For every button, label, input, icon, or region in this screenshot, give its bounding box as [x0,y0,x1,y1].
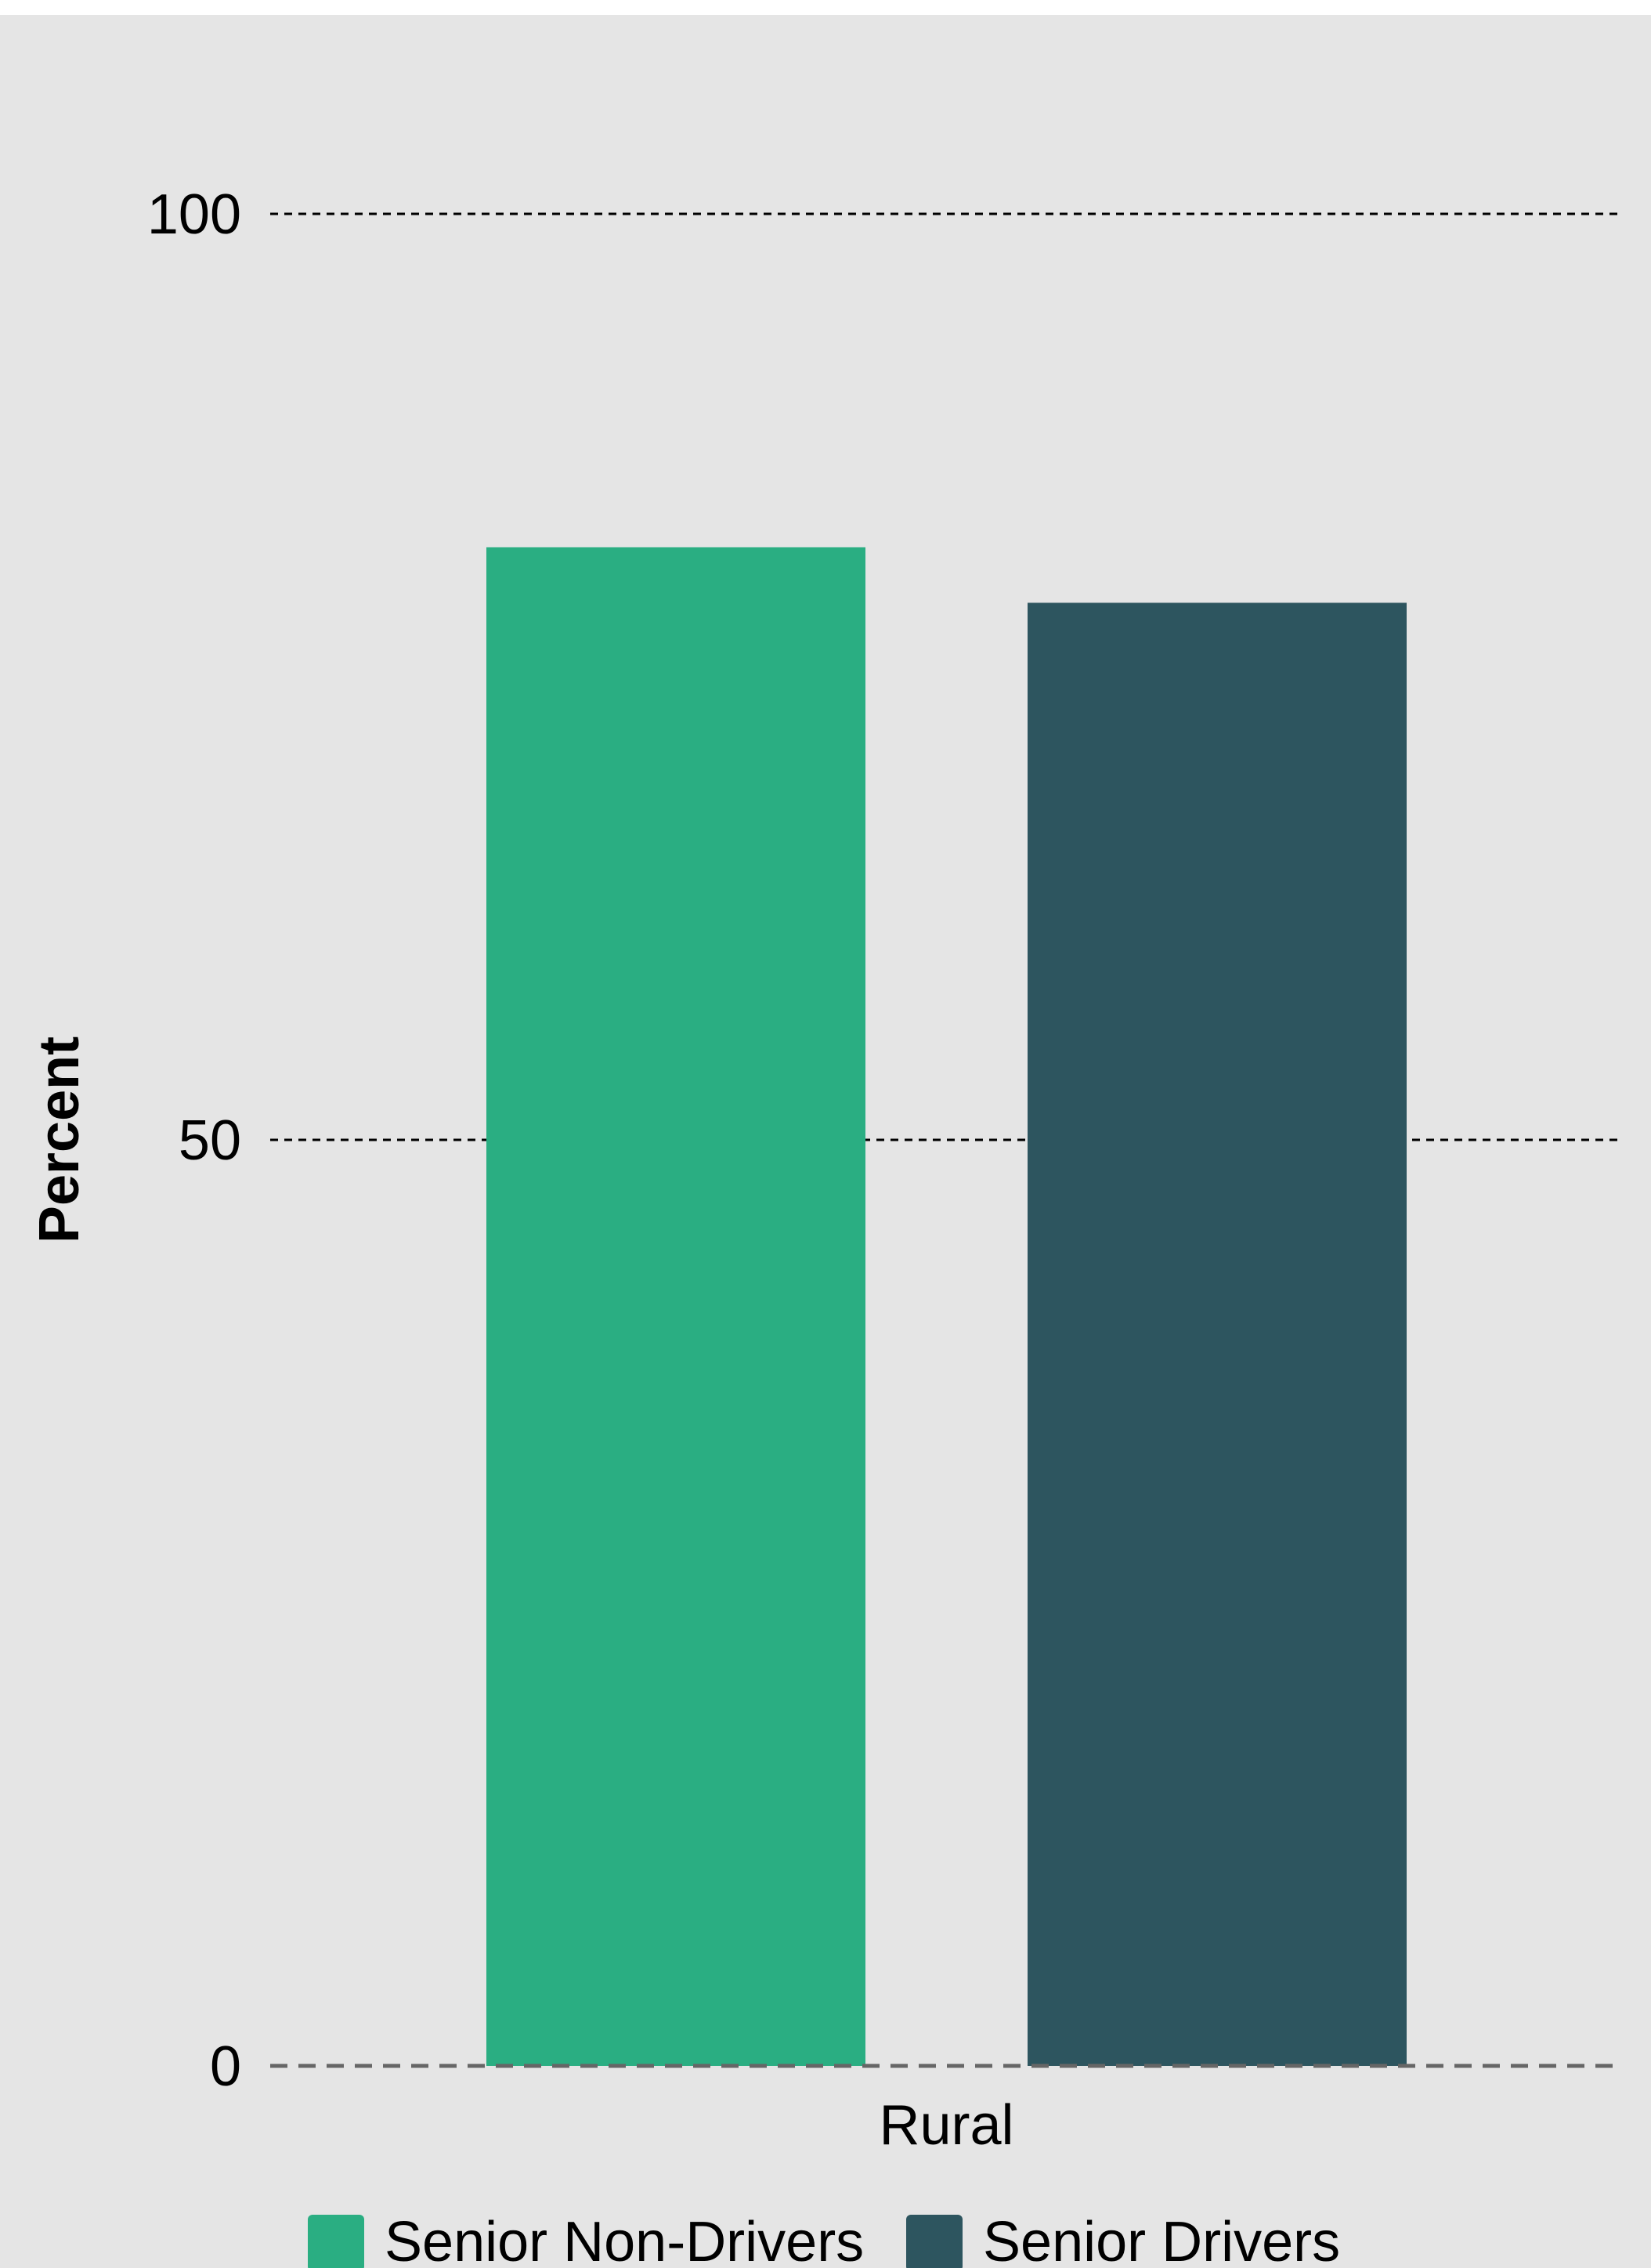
bar-senior-drivers-rural [1028,602,1407,2067]
legend-label-senior-non-drivers: Senior Non-Drivers [385,2211,864,2268]
bar-senior-non-drivers-rural [486,547,865,2066]
legend-swatch-senior-drivers [906,2215,963,2268]
y-tick-label-50: 50 [179,1109,241,1172]
y-axis-ticks: 0 50 100 [147,183,241,2098]
y-axis-title: Percent [28,1036,91,1243]
y-tick-label-0: 0 [210,2035,241,2098]
legend-label-senior-drivers: Senior Drivers [983,2211,1340,2268]
bars [486,547,1407,2067]
y-tick-label-100: 100 [147,183,241,246]
x-axis-ticks: Rural [879,2094,1013,2157]
x-tick-label-rural: Rural [879,2094,1013,2157]
gridlines [270,212,1623,1141]
legend-swatch-senior-non-drivers [308,2215,364,2268]
legend: Senior Non-Drivers Senior Drivers [308,2211,1340,2268]
